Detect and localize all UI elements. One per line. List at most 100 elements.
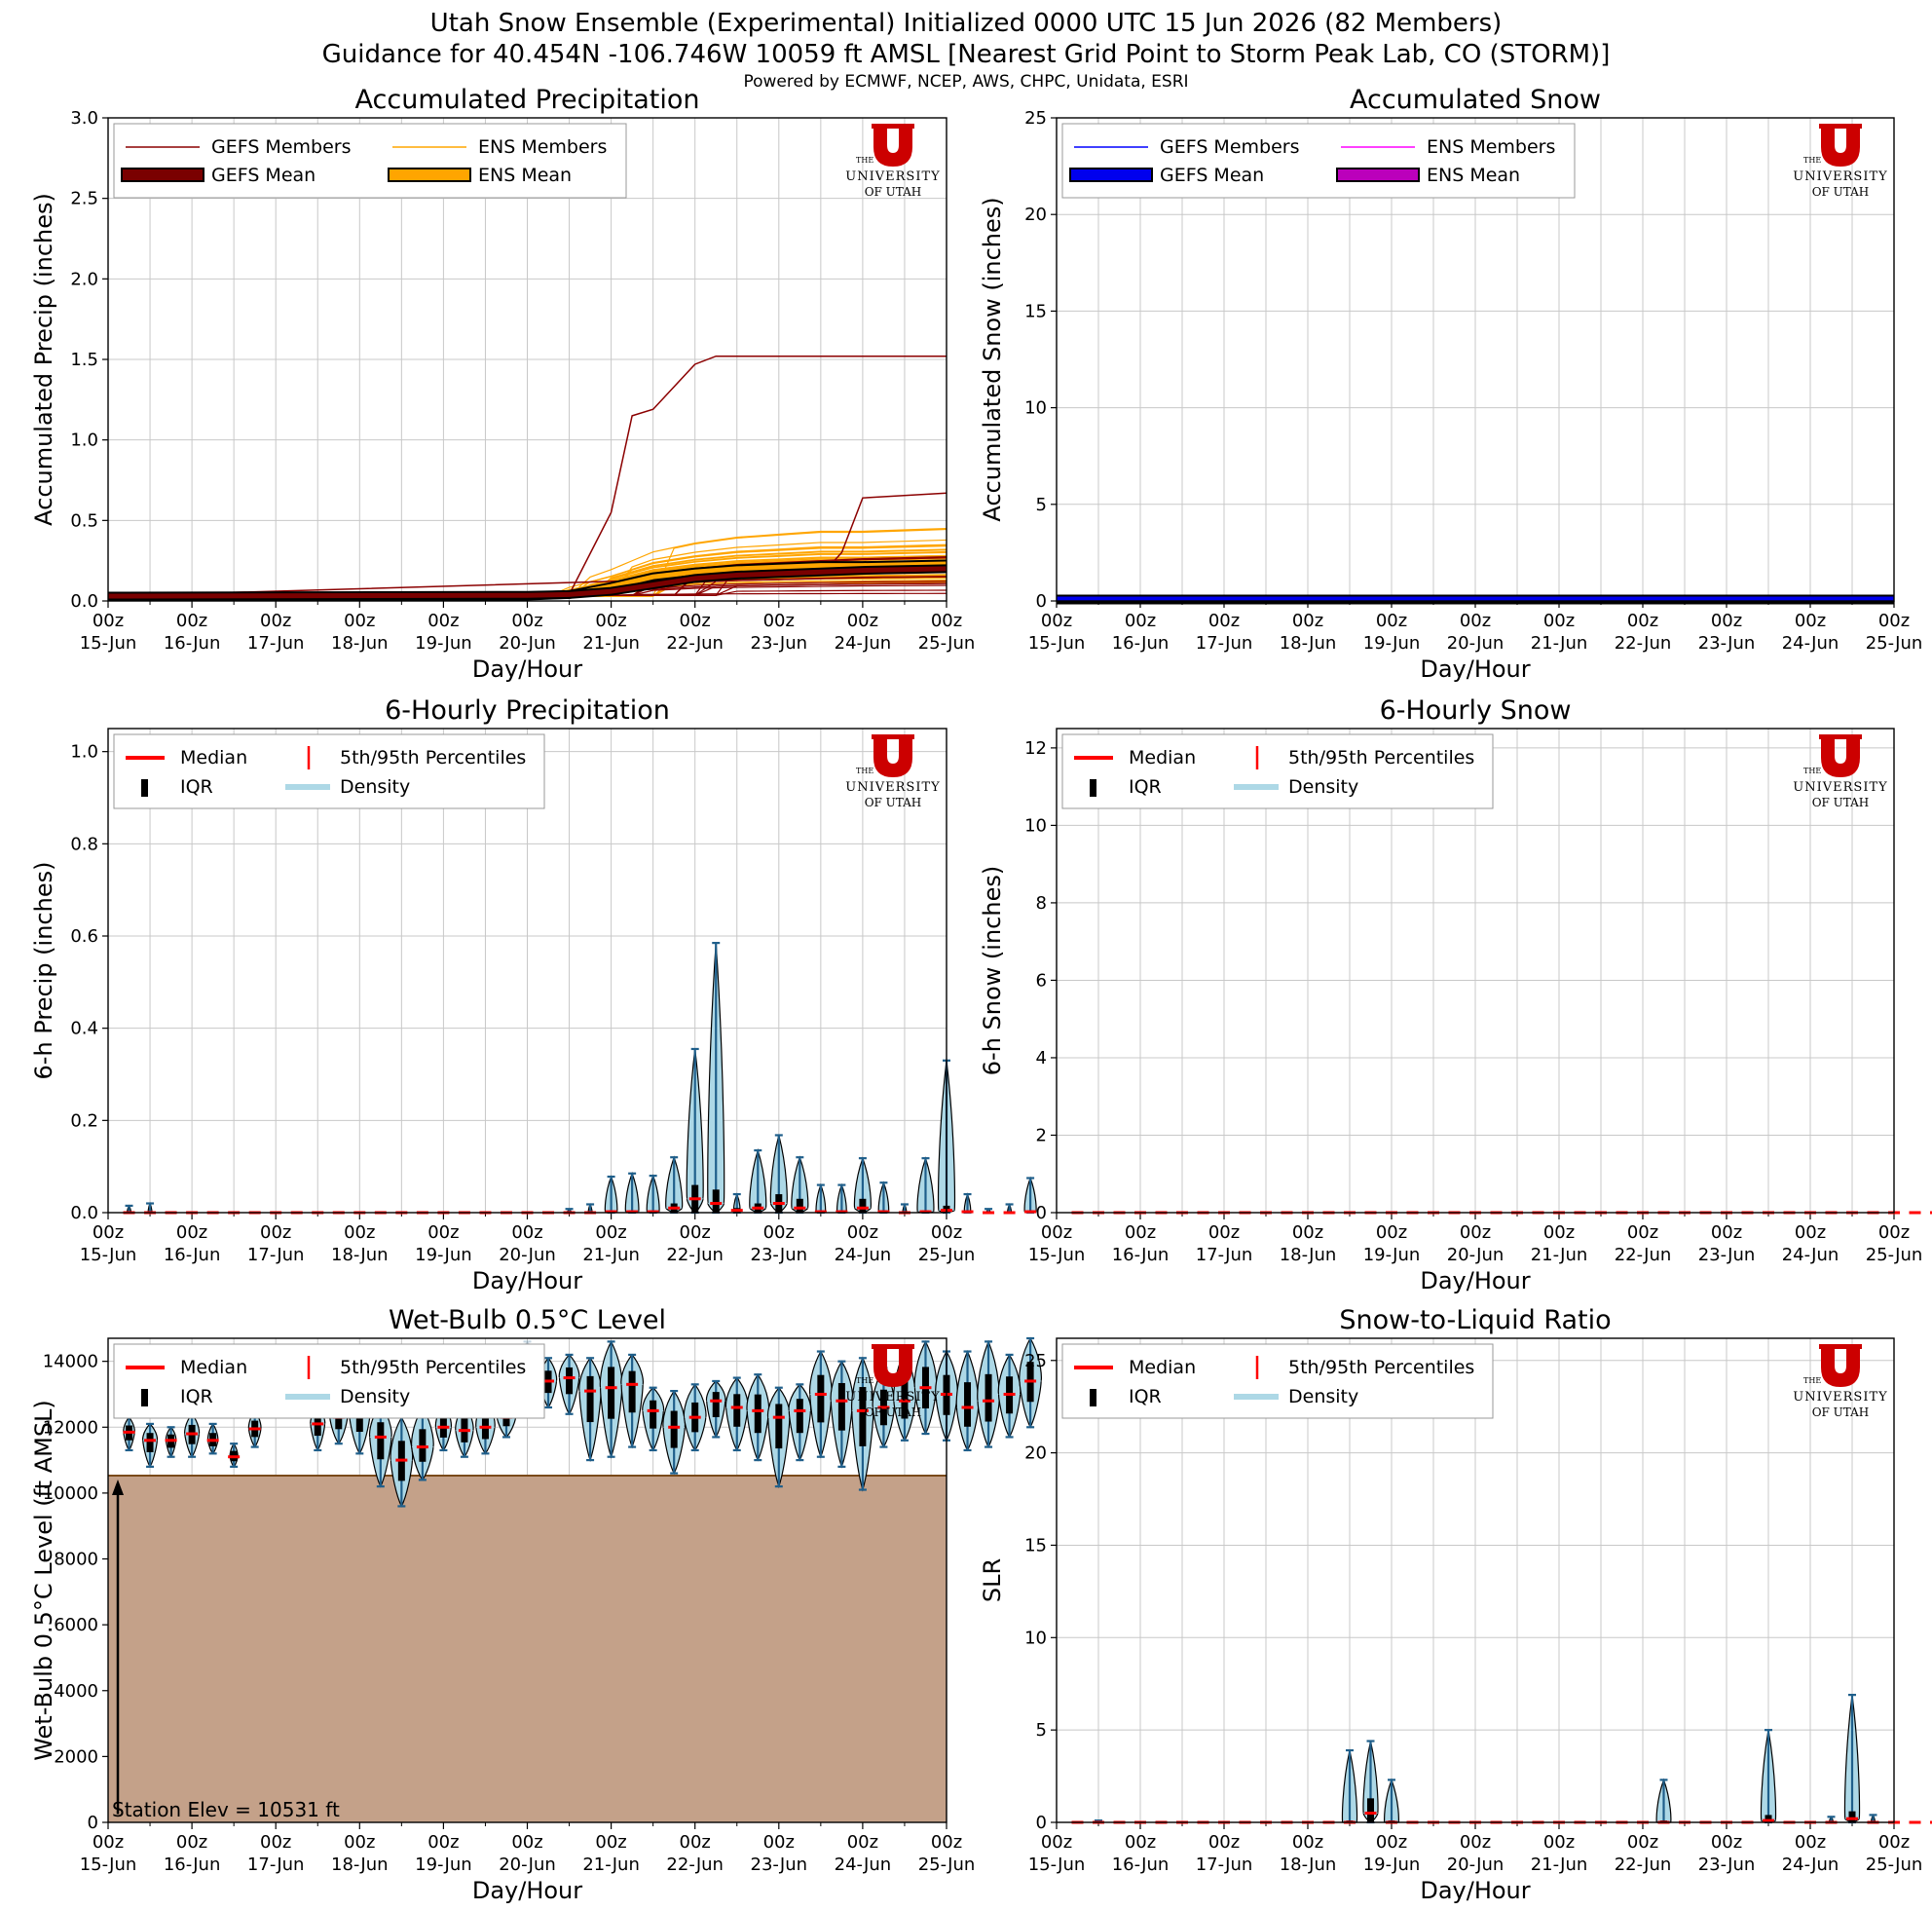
y-tick-label: 2000	[54, 1746, 98, 1767]
violin	[165, 1426, 177, 1458]
violin	[1019, 1336, 1043, 1429]
plot-frame	[1056, 728, 1895, 1214]
violin	[814, 1182, 827, 1215]
legend-label-median: Median	[1129, 747, 1196, 768]
violin	[1384, 1778, 1399, 1824]
violin	[123, 1204, 135, 1215]
legend-label-iqr: IQR	[1129, 1386, 1162, 1407]
x-tick-hour: 00z	[176, 611, 207, 631]
y-tick-label: 0	[1036, 1813, 1047, 1833]
violin	[707, 941, 725, 1215]
x-tick-hour: 00z	[260, 1832, 291, 1853]
gefs-member-line	[107, 492, 947, 597]
violin-iqr	[775, 1404, 783, 1449]
violin	[730, 1192, 743, 1215]
violin-iqr	[146, 1433, 154, 1452]
violin	[584, 1203, 597, 1215]
x-tick-hour: 00z	[763, 1832, 795, 1853]
x-tick-day: 25-Jun	[1866, 633, 1923, 654]
x-axis-label: Day/Hour	[1420, 656, 1530, 683]
x-tick-day: 22-Jun	[666, 633, 724, 654]
legend-label-density: Density	[340, 776, 410, 798]
x-tick-hour: 00z	[595, 1222, 626, 1243]
violin-iqr	[796, 1198, 803, 1213]
terrain-fill	[108, 1475, 947, 1822]
panel-3: 0.00.20.40.60.81.000z15-Jun00z16-Jun00z1…	[30, 695, 1037, 1294]
violin	[983, 1208, 995, 1215]
violin	[749, 1148, 767, 1215]
x-tick-hour: 00z	[1376, 1832, 1407, 1853]
logo-u-mark	[873, 1344, 912, 1387]
x-tick-day: 22-Jun	[1615, 633, 1672, 654]
y-axis-label: Wet-Bulb 0.5°C Level (ft AMSL)	[30, 1400, 57, 1761]
y-tick-label: 4000	[54, 1681, 98, 1702]
violin-iqr	[670, 1410, 678, 1448]
violin	[769, 1134, 788, 1215]
x-tick-day: 15-Jun	[1028, 633, 1086, 654]
legend-label-percentiles: 5th/95th Percentiles	[340, 1357, 526, 1378]
plot-frame	[107, 117, 947, 602]
x-tick-hour: 00z	[680, 611, 711, 631]
x-tick-hour: 00z	[1460, 1832, 1491, 1853]
x-tick-hour: 00z	[1627, 1832, 1658, 1853]
legend-box	[113, 123, 627, 199]
x-tick-hour: 00z	[93, 1832, 124, 1853]
violin	[788, 1383, 812, 1462]
y-tick-label: 8	[1036, 893, 1047, 914]
violin-iqr	[733, 1394, 741, 1427]
x-tick-day: 24-Jun	[835, 1855, 892, 1875]
legend-box	[1061, 123, 1576, 199]
logo-u-serif	[872, 124, 914, 129]
x-tick-day: 16-Jun	[1112, 1855, 1170, 1875]
x-tick-day: 17-Jun	[247, 1855, 305, 1875]
gefs-member-line	[107, 355, 947, 597]
logo-u-mark	[1821, 1344, 1860, 1387]
x-tick-day: 19-Jun	[415, 1245, 472, 1265]
y-tick-label: 1.0	[70, 431, 98, 451]
legend-label-percentiles: 5th/95th Percentiles	[340, 747, 526, 768]
violin-iqr	[754, 1394, 762, 1434]
y-tick-label: 0.5	[70, 510, 98, 531]
x-tick-day: 21-Jun	[582, 633, 640, 654]
violin	[977, 1339, 1000, 1448]
y-tick-label: 6	[1036, 970, 1047, 991]
x-tick-hour: 00z	[1376, 611, 1407, 631]
x-tick-day: 24-Jun	[835, 1245, 892, 1265]
panel-4: 02468101200z15-Jun00z16-Jun00z17-Jun00z1…	[979, 695, 1932, 1294]
y-tick-label: 0.0	[70, 591, 98, 612]
x-tick-day: 23-Jun	[1698, 1245, 1756, 1265]
violin	[686, 1047, 704, 1215]
x-tick-day: 17-Jun	[247, 633, 305, 654]
x-tick-day: 16-Jun	[1112, 1245, 1170, 1265]
violin	[141, 1422, 159, 1469]
y-axis-label: 6-h Snow (inches)	[979, 866, 1006, 1075]
violin	[390, 1415, 414, 1508]
x-tick-hour: 00z	[847, 1222, 878, 1243]
panel-title: 6-Hourly Precipitation	[385, 695, 670, 726]
x-axis-label: Day/Hour	[472, 1267, 582, 1294]
x-tick-hour: 00z	[847, 611, 878, 631]
violin-iqr	[859, 1198, 867, 1213]
violin	[642, 1386, 665, 1452]
x-tick-hour: 00z	[847, 1832, 878, 1853]
x-tick-hour: 00z	[1125, 1222, 1156, 1243]
plot-frame	[1056, 117, 1895, 602]
x-tick-day: 18-Jun	[1280, 1855, 1337, 1875]
violin	[766, 1386, 791, 1489]
x-axis-label: Day/Hour	[1420, 1267, 1530, 1294]
legend-label-median: Median	[1129, 1357, 1196, 1378]
x-axis-label: Day/Hour	[472, 656, 582, 683]
x-tick-day: 22-Jun	[666, 1245, 724, 1265]
y-tick-label: 4	[1036, 1048, 1047, 1068]
violin-iqr	[608, 1367, 615, 1419]
x-tick-hour: 00z	[1543, 1832, 1575, 1853]
y-tick-label: 14000	[43, 1352, 98, 1372]
x-axis-label: Day/Hour	[472, 1877, 582, 1904]
violin	[705, 1379, 726, 1439]
x-tick-hour: 00z	[1795, 1222, 1826, 1243]
violin-iqr	[314, 1416, 321, 1437]
logo-text-of-utah: OF UTAH	[865, 1405, 922, 1419]
x-tick-day: 16-Jun	[164, 1855, 221, 1875]
